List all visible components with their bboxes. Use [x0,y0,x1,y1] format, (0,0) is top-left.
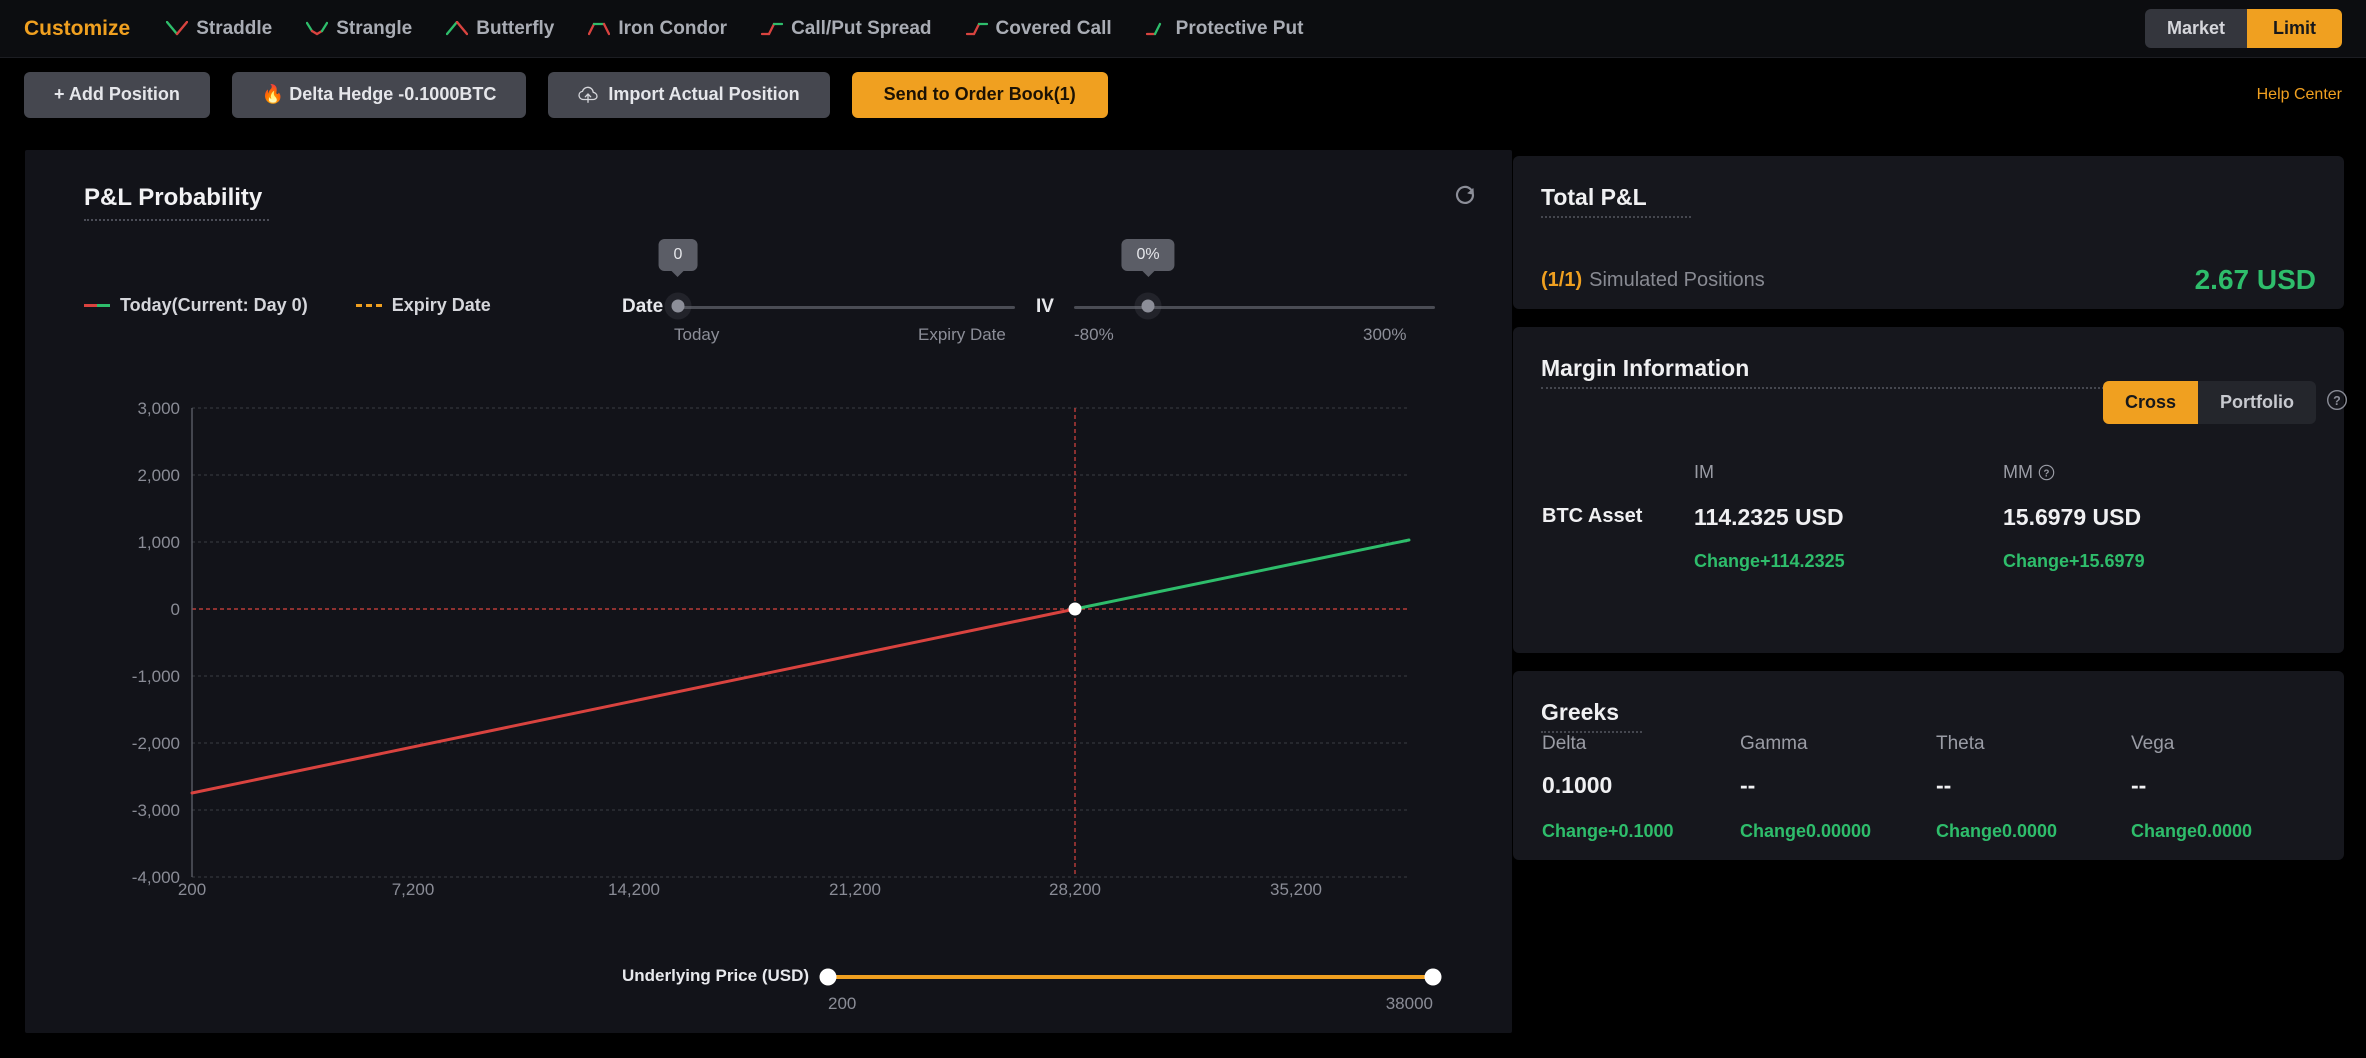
svg-text:?: ? [2044,468,2050,479]
svg-text:?: ? [2333,394,2341,408]
